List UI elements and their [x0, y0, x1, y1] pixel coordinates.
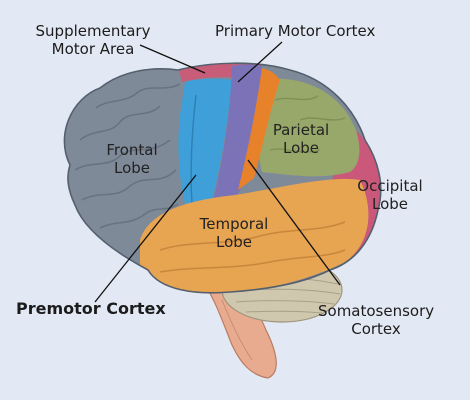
label-premotor-cortex: Premotor Cortex	[16, 299, 166, 318]
somatosensory-cortex-region	[238, 68, 280, 190]
temporal-lobe-region	[140, 178, 369, 293]
leader-premotor	[94, 174, 197, 303]
label-somatosensory-cortex: Somatosensory Cortex	[318, 302, 435, 338]
label-supplementary-motor-area: Supplementary Motor Area	[35, 22, 151, 58]
label-parietal-lobe: Parietal Lobe	[272, 121, 330, 157]
primary-motor-cortex-region	[212, 64, 262, 207]
parietal-lobe-region	[257, 78, 360, 177]
leader-primary-motor	[237, 41, 283, 83]
label-temporal-lobe: Temporal Lobe	[199, 215, 269, 251]
label-frontal-lobe: Frontal Lobe	[106, 141, 158, 177]
leader-somatosensory	[247, 159, 341, 286]
label-primary-motor-cortex: Primary Motor Cortex	[215, 22, 376, 40]
leader-supplementary	[139, 44, 206, 74]
label-occipital-lobe: Occipital Lobe	[357, 177, 423, 213]
